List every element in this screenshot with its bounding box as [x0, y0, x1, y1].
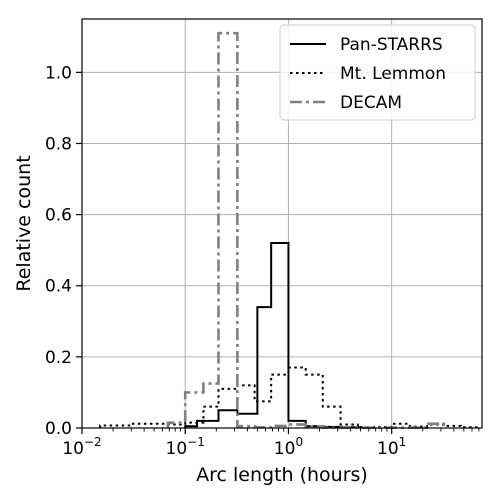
legend: Pan-STARRS Mt. Lemmon DECAM — [279, 24, 476, 121]
x-tick-label-base: 10 — [166, 439, 188, 459]
legend-label: DECAM — [340, 93, 402, 113]
x-tick-label-exponent: 0 — [295, 435, 303, 449]
series-line-mt-lemmon — [99, 366, 480, 429]
y-tick-label: 0.2 — [45, 348, 72, 368]
x-tick-label: 10−1 — [166, 435, 205, 459]
legend-box — [279, 24, 476, 121]
x-tick-label: 100 — [274, 435, 303, 459]
x-tick-label-base: 10 — [377, 439, 399, 459]
y-tick-label: 0.8 — [45, 134, 72, 154]
x-tick-label-base: 10 — [62, 439, 84, 459]
y-tick-label: 0.6 — [45, 206, 72, 226]
y-tick-label: 1.0 — [45, 63, 72, 83]
x-tick-label-base: 10 — [274, 439, 296, 459]
x-tick-label-exponent: −1 — [187, 435, 205, 449]
legend-label: Pan-STARRS — [340, 35, 443, 55]
plot-frame — [81, 18, 483, 429]
x-tick-label-exponent: −2 — [84, 435, 102, 449]
y-tick-label: 0.0 — [45, 419, 72, 439]
y-axis-label: Relative count — [13, 155, 35, 291]
x-tick-label: 101 — [377, 435, 406, 459]
x-tick-label-exponent: 1 — [399, 435, 407, 449]
y-tick-label: 0.4 — [45, 277, 72, 297]
legend-label: Mt. Lemmon — [340, 64, 446, 84]
x-tick-label: 10−2 — [62, 435, 101, 459]
x-axis-label: Arc length (hours) — [196, 464, 368, 486]
series-line-pan-starrs — [184, 242, 362, 429]
